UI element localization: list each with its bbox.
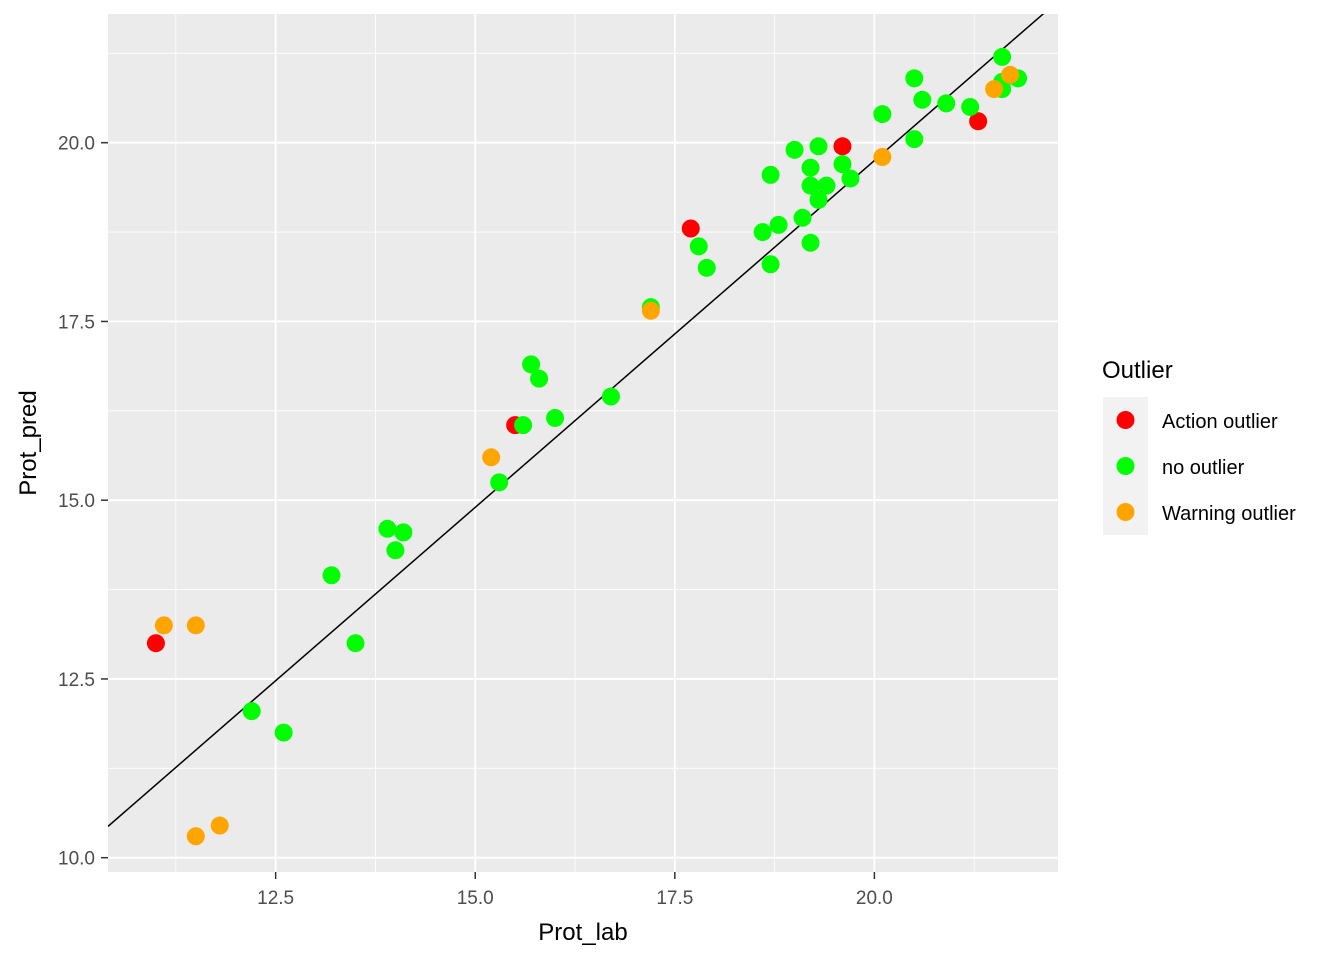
point-action-outlier	[833, 137, 852, 156]
y-tick-label: 20.0	[58, 134, 95, 155]
reference-line	[108, 14, 1045, 827]
legend-swatch-action-outlier	[1116, 411, 1135, 429]
point-no-outlier	[346, 634, 365, 653]
point-no-outlier	[841, 169, 860, 188]
point-no-outlier	[378, 519, 397, 538]
legend-label-action-outlier: Action outlier	[1162, 411, 1278, 433]
point-warning-outlier	[482, 448, 501, 467]
point-warning-outlier	[1001, 65, 1020, 84]
point-no-outlier	[514, 416, 533, 435]
x-tick-label: 17.5	[656, 888, 693, 909]
point-no-outlier	[817, 176, 836, 195]
point-warning-outlier	[641, 301, 660, 320]
point-no-outlier	[322, 566, 341, 585]
y-tick-label: 12.5	[58, 670, 95, 691]
point-warning-outlier	[154, 616, 173, 635]
x-axis-ticks: 12.5 15.0 17.5 20.0	[257, 872, 893, 909]
point-no-outlier	[386, 541, 405, 560]
point-no-outlier	[546, 408, 565, 427]
legend: Outlier Action outlier no outlier Warning …	[1102, 357, 1296, 535]
point-no-outlier	[761, 165, 780, 184]
point-no-outlier	[697, 258, 716, 277]
point-no-outlier	[785, 140, 804, 159]
point-no-outlier	[601, 387, 620, 406]
point-no-outlier	[905, 69, 924, 88]
point-no-outlier	[801, 158, 820, 177]
point-no-outlier	[490, 473, 509, 492]
y-tick-label: 17.5	[58, 312, 95, 333]
point-no-outlier	[809, 190, 828, 209]
point-no-outlier	[961, 97, 980, 116]
point-no-outlier	[522, 355, 541, 374]
x-axis-title: Prot_lab	[538, 919, 627, 946]
y-tick-label: 15.0	[58, 491, 95, 512]
x-tick-label: 12.5	[257, 888, 294, 909]
point-no-outlier	[761, 255, 780, 274]
point-no-outlier	[274, 723, 293, 742]
point-no-outlier	[801, 233, 820, 252]
y-tick-label: 10.0	[58, 849, 95, 870]
point-action-outlier	[969, 112, 988, 131]
legend-label-no-outlier: no outlier	[1162, 457, 1245, 479]
legend-swatch-no-outlier	[1116, 457, 1135, 475]
reference-line-group	[108, 14, 1045, 827]
point-no-outlier	[873, 105, 892, 124]
minor-gridlines	[108, 14, 1058, 872]
point-no-outlier	[801, 176, 820, 195]
point-no-outlier	[809, 137, 828, 156]
point-no-outlier	[394, 523, 413, 542]
point-no-outlier	[993, 47, 1012, 66]
point-no-outlier	[793, 208, 812, 227]
point-warning-outlier	[985, 80, 1004, 99]
point-warning-outlier	[210, 816, 229, 835]
y-axis-ticks: 10.0 12.5 15.0 17.5 20.0	[58, 134, 108, 870]
point-no-outlier	[689, 237, 708, 256]
point-no-outlier	[937, 94, 956, 113]
legend-label-warning-outlier: Warning outlier	[1162, 503, 1296, 525]
point-no-outlier	[833, 155, 852, 174]
plot-panel	[108, 14, 1058, 872]
legend-swatch-warning-outlier	[1116, 503, 1135, 521]
point-no-outlier	[753, 223, 772, 242]
point-no-outlier	[913, 90, 932, 109]
x-tick-label: 20.0	[856, 888, 893, 909]
x-tick-label: 15.0	[457, 888, 494, 909]
point-no-outlier	[905, 130, 924, 149]
point-no-outlier	[242, 702, 261, 721]
point-action-outlier	[146, 634, 165, 653]
y-axis-title: Prot_pred	[15, 390, 42, 495]
point-warning-outlier	[186, 827, 205, 846]
point-warning-outlier	[186, 616, 205, 635]
data-points	[146, 47, 1028, 846]
point-no-outlier	[530, 369, 549, 388]
point-action-outlier	[681, 219, 700, 238]
point-no-outlier	[769, 215, 788, 234]
legend-title: Outlier	[1102, 357, 1173, 384]
point-warning-outlier	[873, 148, 892, 166]
